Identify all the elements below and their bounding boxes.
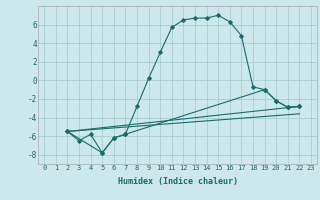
X-axis label: Humidex (Indice chaleur): Humidex (Indice chaleur) (118, 177, 238, 186)
